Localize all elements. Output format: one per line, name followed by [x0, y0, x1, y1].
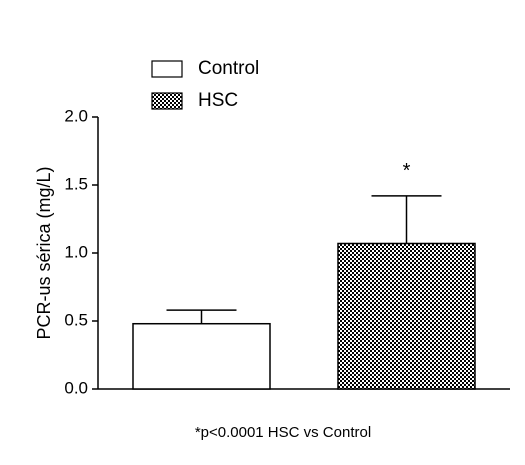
y-tick-label: 0.0: [64, 378, 88, 397]
bar: [132, 322, 271, 390]
legend-label: HSC: [198, 90, 238, 111]
footnote: *p<0.0001 HSC vs Control: [195, 424, 371, 441]
y-tick-label: 0.5: [64, 310, 88, 329]
y-tick-label: 1.5: [64, 174, 88, 193]
y-tick-label: 2.0: [64, 106, 88, 125]
y-tick-label: 1.0: [64, 242, 88, 261]
legend-swatch: [151, 92, 183, 110]
bar: [337, 242, 476, 390]
significance-mark: *: [403, 160, 411, 182]
legend-label: Control: [198, 58, 259, 79]
legend-swatch: [151, 60, 183, 78]
y-axis-label: PCR-us sérica (mg/L): [34, 166, 54, 339]
